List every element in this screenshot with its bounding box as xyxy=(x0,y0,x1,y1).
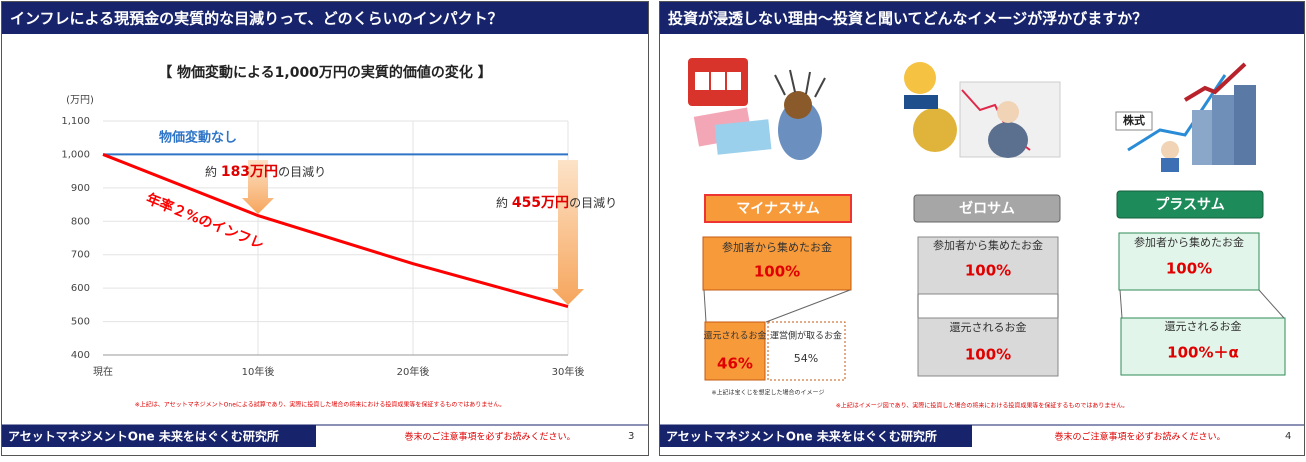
chart-title: 【 物価変動による1,000万円の実質的価値の変化 】 xyxy=(158,64,492,81)
slide-frame xyxy=(1,1,649,456)
illustration-stock: 株式 xyxy=(1115,62,1256,172)
x-tick-label: 20年後 xyxy=(397,365,430,378)
label-box xyxy=(1116,190,1264,219)
x-tick-label: 現在 xyxy=(93,366,113,378)
column-label: プラスサム xyxy=(1155,197,1224,213)
footer-bar xyxy=(660,425,972,447)
box-pct: 100% xyxy=(965,262,1011,280)
illustration-lottery xyxy=(688,58,826,160)
note: ※上記は、アセットマネジメントOneによる試算であり、実際に投資した場合の将来に… xyxy=(135,401,505,409)
series-line xyxy=(102,153,569,308)
footer-notice: 巻末のご注意事項を必ずお読みください。 xyxy=(404,431,575,443)
x-tick-label: 10年後 xyxy=(242,365,275,378)
chart: 400 500 600 700 800 900 1,000 1,100 現在 10年後 20年後 30… xyxy=(61,116,617,378)
box-returned xyxy=(917,317,1059,377)
annotation-prefix: 約 xyxy=(205,164,221,179)
header-title: 投資が浸透しない理由～投資と聞いてどんなイメージが浮かびますか？ xyxy=(668,10,1147,28)
box-text: 参加者から集めたお金 xyxy=(722,240,832,254)
header-bar xyxy=(660,2,1304,34)
box-pct: 46% xyxy=(717,355,753,373)
label-box xyxy=(913,194,1061,223)
column-label: マイナスサム xyxy=(736,201,819,217)
box-collected xyxy=(917,236,1059,295)
y-tick-label: 500 xyxy=(71,317,90,328)
box-pct: 100% xyxy=(754,263,800,281)
annotation: 約 455万円の目減り xyxy=(496,195,617,212)
box-operator xyxy=(767,321,846,381)
stock-label: 株式 xyxy=(1123,113,1145,127)
x-tick-label: 30年後 xyxy=(552,365,585,378)
box-text: 参加者から集めたお金 xyxy=(933,238,1043,252)
slide-right: 投資が浸透しない理由～投資と聞いてどんなイメージが浮かびますか？ 株式 マイナス… xyxy=(659,1,1305,456)
annotation: 約 183万円の目減り xyxy=(205,164,326,181)
box-pct: 54% xyxy=(794,352,818,365)
annotation-amount: 183万円 xyxy=(221,164,278,180)
box-text: 還元されるお金 xyxy=(950,320,1027,334)
header-title: インフレによる現預金の実質的な目減りって、どのくらいのインパクト？ xyxy=(10,10,503,28)
header-bar xyxy=(2,2,648,34)
box-text: 運営側が取るお金 xyxy=(770,330,842,342)
slide-left: インフレによる現預金の実質的な目減りって、どのくらいのインパクト？ 【 物価変動… xyxy=(1,1,649,456)
y-tick-label: 600 xyxy=(71,283,90,294)
box-returned xyxy=(1120,317,1286,376)
connector xyxy=(703,289,707,323)
slide-frame xyxy=(659,1,1305,456)
illustration-fx xyxy=(904,62,1061,158)
column-label: ゼロサム xyxy=(959,200,1015,217)
page-number: 4 xyxy=(1285,431,1291,442)
connector xyxy=(1119,289,1123,319)
annotation-amount: 455万円 xyxy=(512,195,569,211)
box-text: 参加者から集めたお金 xyxy=(1134,235,1244,249)
connector xyxy=(1258,289,1285,319)
y-tick-label: 800 xyxy=(71,216,90,227)
series-label: 物価変動なし xyxy=(159,130,237,146)
annotation-suffix: の目減り xyxy=(569,195,617,210)
page-number: 3 xyxy=(628,431,634,442)
y-tick-label: 900 xyxy=(71,183,90,194)
y-tick-label: 1,100 xyxy=(61,116,90,127)
note: ※上記はイメージ図であり、実際に投資した場合の将来における投資成果等を保証するも… xyxy=(836,402,1128,410)
annotation-suffix: の目減り xyxy=(278,164,326,179)
box-returned xyxy=(704,321,766,381)
box-text: 還元されるお金 xyxy=(1165,319,1242,333)
arrow xyxy=(552,160,584,305)
box-pct: 100%＋α xyxy=(1167,344,1239,362)
box-text: 還元されるお金 xyxy=(703,330,766,342)
label-box xyxy=(704,194,852,223)
y-tick-label: 1,000 xyxy=(61,149,90,160)
box-collected xyxy=(1118,232,1260,291)
box-collected xyxy=(702,236,852,291)
y-tick-label: 400 xyxy=(71,350,90,361)
annotation-prefix: 約 xyxy=(496,195,512,210)
footer-org: アセットマネジメントOne 未来をはぐくむ研究所 xyxy=(666,429,937,444)
footer-org: アセットマネジメントOne 未来をはぐくむ研究所 xyxy=(8,429,279,444)
box-pct: 100% xyxy=(1166,260,1212,278)
footer-notice: 巻末のご注意事項を必ずお読みください。 xyxy=(1054,431,1225,443)
lottery-note: ※上記は宝くじを想定した場合のイメージ xyxy=(712,389,825,397)
footer-bar xyxy=(2,425,316,447)
arrow xyxy=(242,160,274,214)
connector xyxy=(765,289,851,323)
box-pct: 100% xyxy=(965,346,1011,364)
y-tick-label: 700 xyxy=(71,250,90,261)
y-unit: (万円) xyxy=(66,95,94,106)
